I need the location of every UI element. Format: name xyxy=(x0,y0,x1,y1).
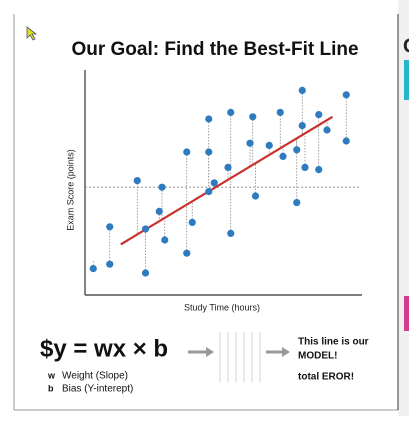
y-axis-label: Exam Score (points) xyxy=(65,149,75,231)
point xyxy=(293,146,301,154)
point xyxy=(158,183,166,191)
point xyxy=(342,137,350,145)
side-panel xyxy=(398,0,409,416)
legend-symbol: b xyxy=(48,383,54,393)
point xyxy=(293,199,301,207)
point xyxy=(188,218,196,226)
point xyxy=(342,91,350,99)
point xyxy=(276,108,284,116)
fragment-text: C xyxy=(403,35,409,57)
point xyxy=(205,115,213,123)
chart-title: Our Goal: Find the Best-Fit Line xyxy=(71,39,358,60)
point xyxy=(315,111,323,119)
point xyxy=(210,179,218,187)
divider-lines xyxy=(219,332,261,382)
point xyxy=(265,141,273,149)
point xyxy=(141,225,150,233)
point xyxy=(298,122,306,130)
note-text: This line is our xyxy=(298,337,369,348)
point xyxy=(133,177,141,185)
arrow-head xyxy=(282,347,290,357)
accent-bar xyxy=(404,296,409,331)
point xyxy=(227,229,235,237)
point xyxy=(205,188,213,196)
arrow-head xyxy=(206,347,214,357)
point xyxy=(183,148,191,156)
accent-bar xyxy=(404,60,409,100)
point xyxy=(315,166,323,174)
point xyxy=(279,152,287,160)
point xyxy=(301,163,309,171)
point xyxy=(246,139,254,147)
x-axis-label: Study Time (hours) xyxy=(184,302,260,312)
cursor xyxy=(26,26,38,41)
note-text: MODEL! xyxy=(298,351,337,362)
point xyxy=(323,126,331,134)
point xyxy=(106,223,114,231)
point xyxy=(155,207,163,215)
point xyxy=(251,192,260,200)
point xyxy=(161,236,169,244)
point xyxy=(224,163,232,171)
legend-text: Weight (Slope) xyxy=(62,371,128,382)
equation: $y = wx × b xyxy=(40,335,168,362)
legend-text: Bias (Y-interept) xyxy=(62,384,133,395)
point xyxy=(249,113,257,121)
point xyxy=(227,108,235,116)
point xyxy=(298,86,306,94)
point xyxy=(183,249,191,257)
point xyxy=(89,265,97,273)
point xyxy=(141,269,150,277)
legend-symbol: w xyxy=(47,370,56,380)
point xyxy=(205,148,213,156)
point xyxy=(106,260,114,268)
fit-line xyxy=(120,115,334,246)
note-text: total EROR! xyxy=(298,372,354,383)
plot xyxy=(85,86,360,277)
